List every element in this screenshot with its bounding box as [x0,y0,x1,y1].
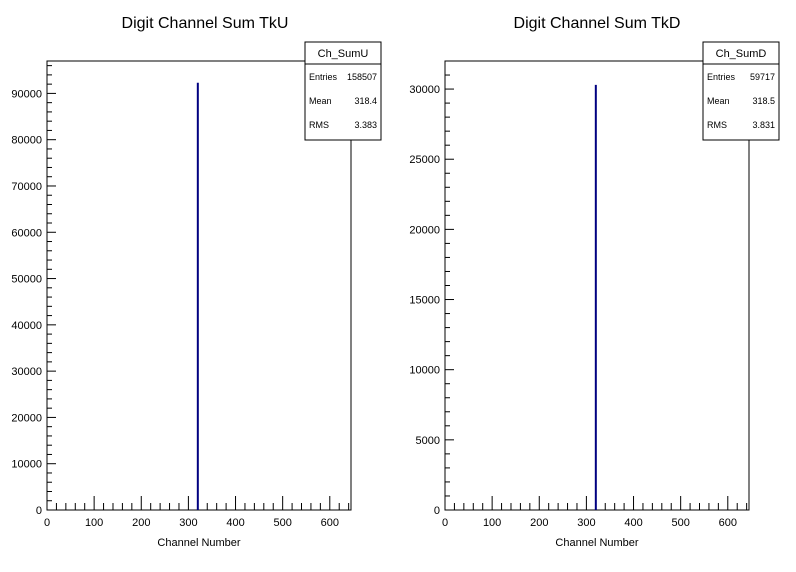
y-tick-label: 80000 [11,135,42,147]
stats-row-label: Mean [707,96,730,106]
y-tick-label: 60000 [11,227,42,239]
stats-box: Ch_SumD Entries 59717 Mean 318.5 RMS 3.831 [702,41,780,141]
plot-frame [46,60,352,511]
x-tick-label: 400 [226,517,244,529]
y-tick-label: 40000 [11,320,42,332]
y-tick-label: 20000 [11,412,42,424]
stats-row-value: 59717 [750,72,775,82]
stats-box-title: Ch_SumU [318,48,369,60]
stats-row-value: 3.383 [354,120,377,130]
stats-row-label: Mean [309,96,332,106]
chart-title: Digit Channel Sum TkU [122,15,289,32]
x-tick-label: 100 [85,517,103,529]
x-tick-label: 200 [132,517,150,529]
stats-box-frame [702,41,780,141]
y-tick-label: 15000 [409,295,440,307]
histogram-panel-tku: Digit Channel Sum TkU 0 100 200 300 400 500 600… [11,15,382,549]
y-tick-label: 70000 [11,181,42,193]
stats-row-value: 3.831 [752,120,775,130]
histogram-panel-tkd: Digit Channel Sum TkD 0 100 200 300 400 500 600… [409,15,780,549]
x-tick-label: 500 [273,517,291,529]
stats-row-value: 318.5 [752,96,775,106]
stats-row-value: 318.4 [354,96,377,106]
x-axis-label: Channel Number [555,537,638,549]
y-tick-label: 25000 [409,154,440,166]
y-tick-label: 30000 [409,84,440,96]
y-tick-label: 20000 [409,224,440,236]
y-tick-label: 0 [36,505,42,517]
x-tick-label: 600 [719,517,737,529]
y-tick-label: 10000 [409,365,440,377]
x-tick-label: 600 [321,517,339,529]
y-tick-label: 90000 [11,88,42,100]
chart-title: Digit Channel Sum TkD [514,15,681,32]
stats-row-label: RMS [707,120,727,130]
x-axis-label: Channel Number [157,537,240,549]
x-tick-label: 500 [671,517,689,529]
y-tick-label: 10000 [11,459,42,471]
x-tick-label: 0 [44,517,50,529]
x-tick-label: 300 [179,517,197,529]
y-tick-label: 0 [434,505,440,517]
x-tick-label: 300 [577,517,595,529]
x-tick-label: 0 [442,517,448,529]
stats-box-title: Ch_SumD [716,48,767,60]
x-tick-label: 200 [530,517,548,529]
stats-box-frame [304,41,382,141]
stats-row-label: RMS [309,120,329,130]
y-tick-label: 30000 [11,366,42,378]
stats-row-value: 158507 [347,72,377,82]
x-tick-label: 400 [624,517,642,529]
x-tick-label: 100 [483,517,501,529]
y-tick-label: 50000 [11,274,42,286]
stats-row-label: Entries [707,72,736,82]
y-tick-label: 5000 [416,435,440,447]
stats-row-label: Entries [309,72,338,82]
stats-box: Ch_SumU Entries 158507 Mean 318.4 RMS 3.383 [304,41,382,141]
